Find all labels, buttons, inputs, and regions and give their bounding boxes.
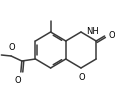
Text: O: O	[78, 72, 85, 81]
Text: O: O	[14, 76, 21, 85]
Text: O: O	[9, 43, 15, 52]
Text: NH: NH	[86, 28, 98, 36]
Text: O: O	[108, 32, 114, 41]
